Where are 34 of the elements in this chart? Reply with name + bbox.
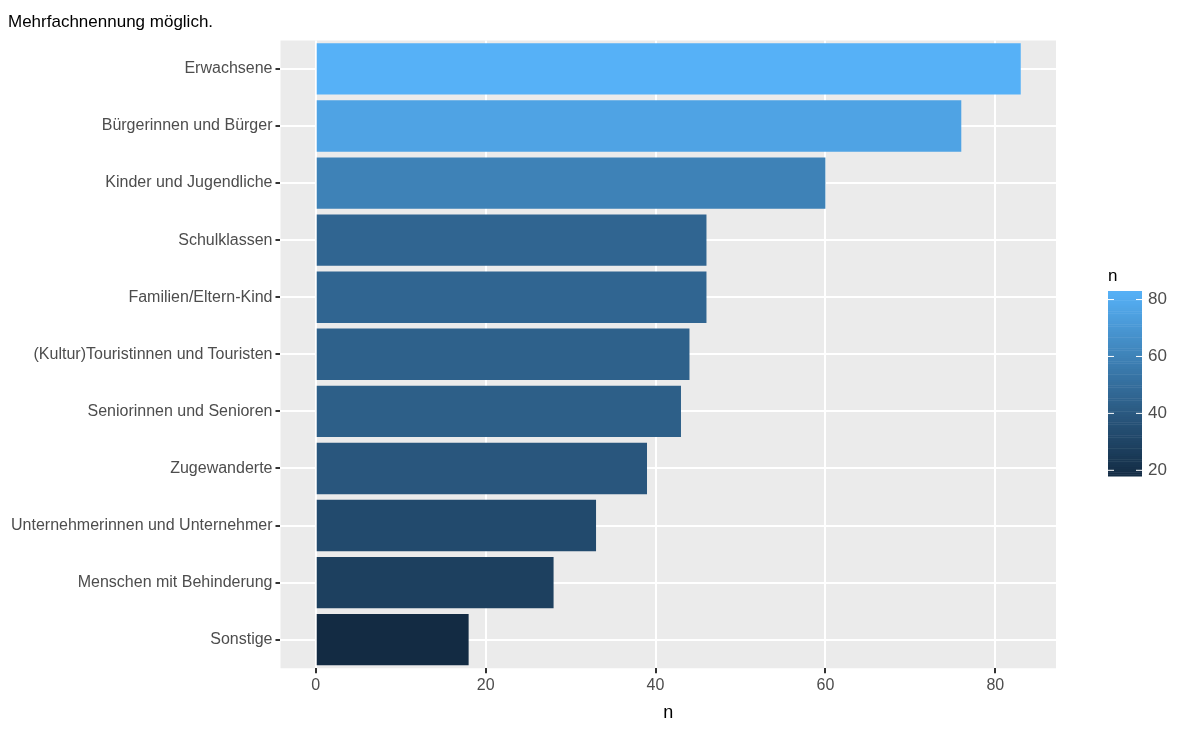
bar [316, 43, 1021, 95]
y-tick-label: Seniorinnen und Senioren [87, 401, 273, 419]
x-tick-label: 80 [986, 676, 1005, 694]
x-tick-label: 40 [646, 676, 665, 694]
bar [316, 214, 707, 266]
y-tick-label: Bürgerinnen und Bürger [101, 116, 274, 134]
text: Mehrfachnennung möglich. [8, 11, 214, 31]
x-tick-label: 20 [476, 676, 495, 694]
bar [316, 100, 962, 152]
bar [316, 157, 826, 209]
y-tick-label: Kinder und Jugendliche [105, 173, 273, 191]
x-tick-label: 60 [816, 676, 835, 694]
y-tick-label: Unternehmerinnen und Unternehmer [11, 515, 274, 533]
bar [316, 499, 597, 552]
color-bar-label: 60 [1148, 346, 1167, 366]
color-bar-label: 80 [1148, 289, 1167, 309]
bar [316, 271, 707, 323]
y-tick-label: Erwachsene [184, 59, 273, 77]
bar [316, 613, 469, 666]
bar [316, 385, 681, 438]
y-tick-label: Menschen mit Behinderung [77, 573, 273, 590]
x-axis-title: n [663, 702, 674, 723]
bar [316, 556, 554, 609]
y-tick-label: (Kultur)Touristinnen und Touristen [33, 344, 273, 362]
bar [316, 328, 690, 380]
y-tick-label: Zugewanderte [170, 458, 273, 476]
color-bar-label: 40 [1148, 403, 1167, 423]
x-tick-label: 0 [311, 676, 321, 694]
y-tick-label: Sonstige [210, 630, 273, 648]
y-tick-label: Schulklassen [178, 230, 273, 248]
bar [316, 442, 648, 495]
color-bar-title: n [1108, 266, 1118, 286]
color-bar-label: 20 [1148, 460, 1167, 479]
y-tick-label: Familien/Eltern-Kind [128, 287, 273, 305]
